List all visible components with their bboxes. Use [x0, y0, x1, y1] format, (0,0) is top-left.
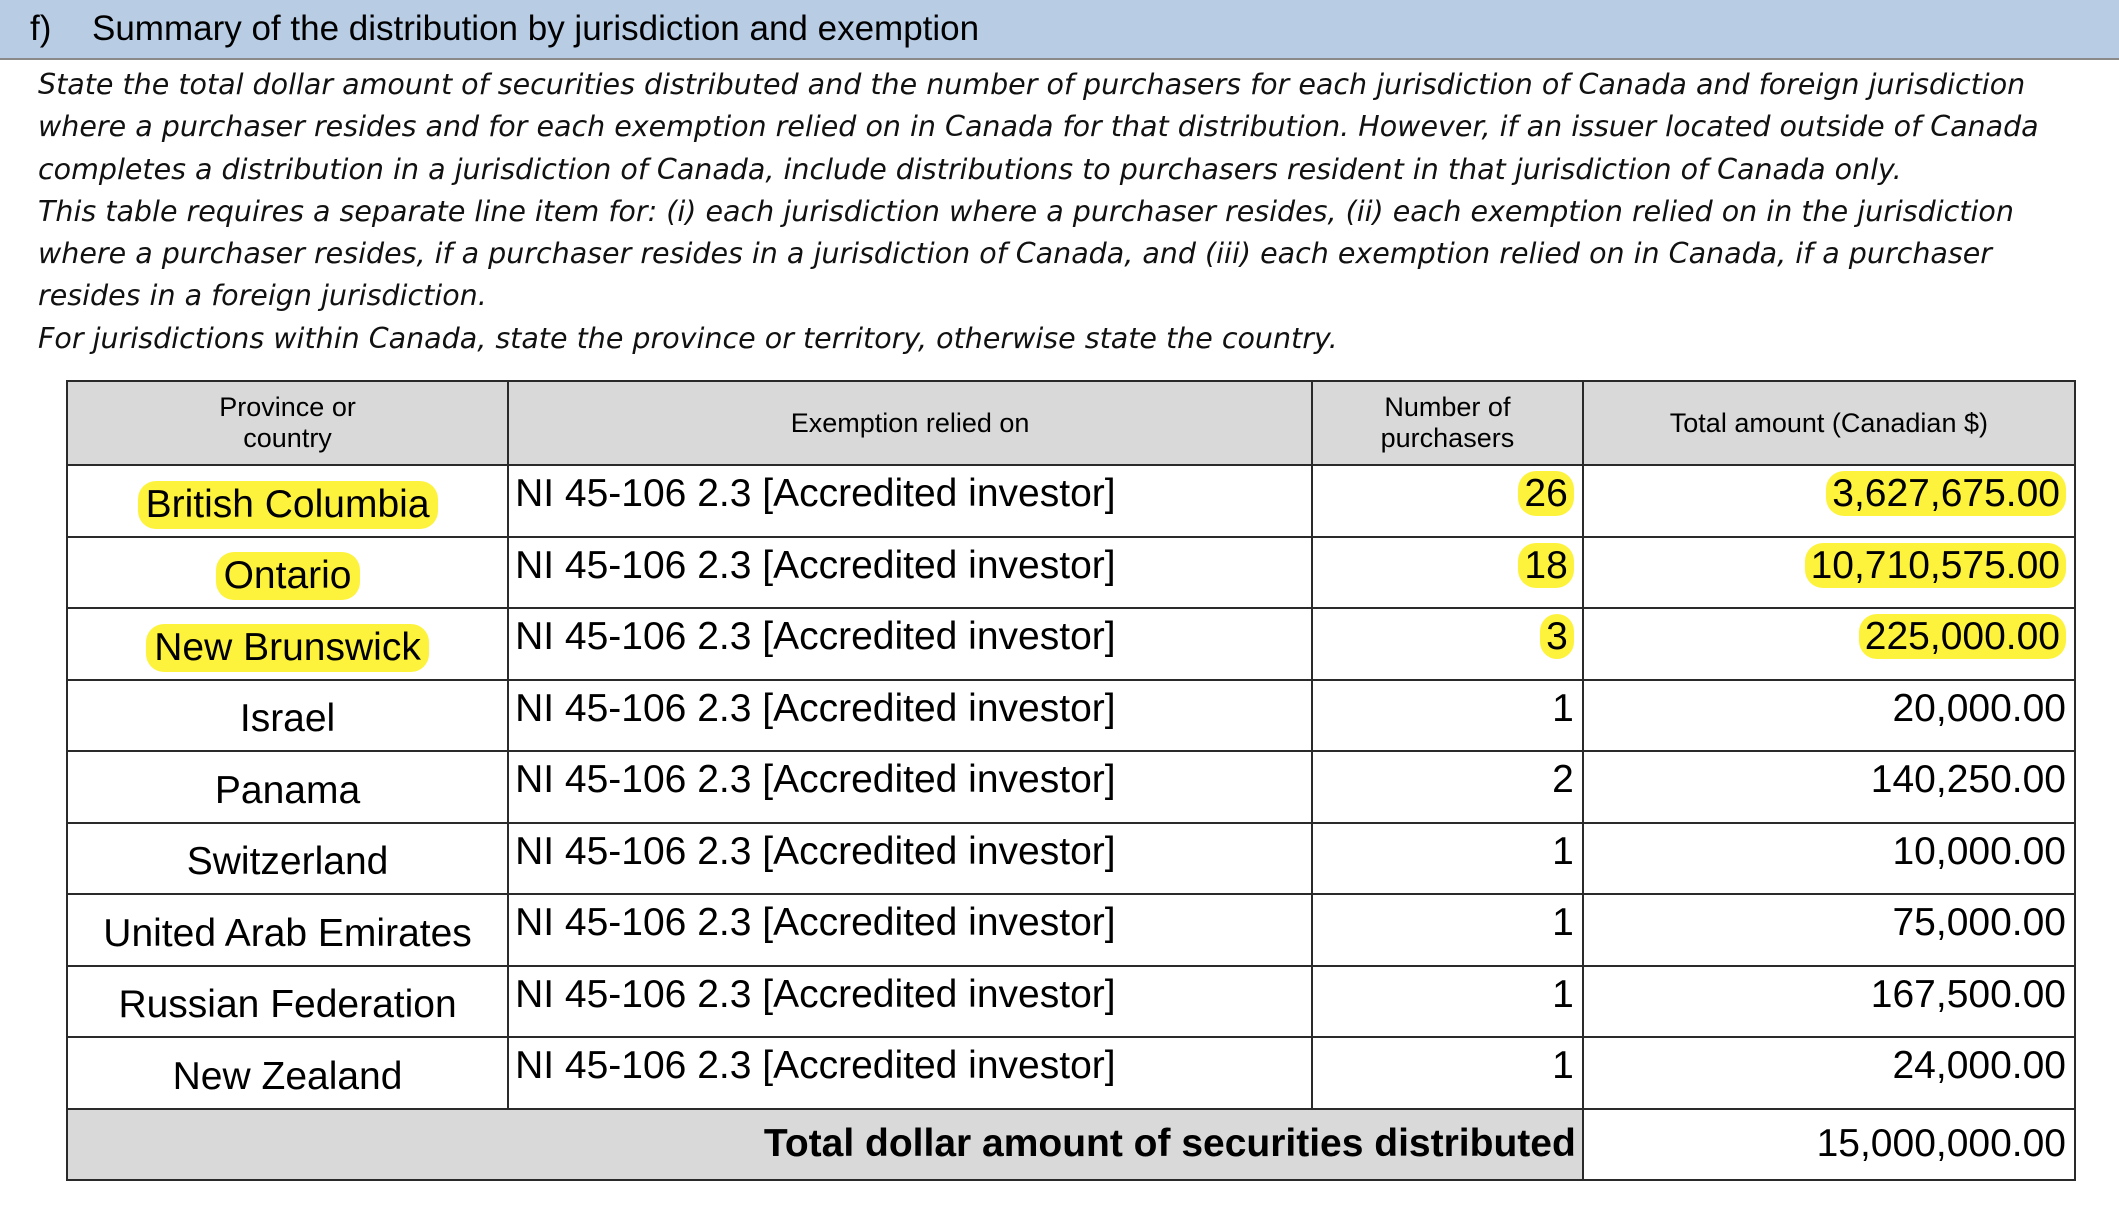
instruction-paragraph: For jurisdictions within Canada, state t… [38, 321, 1338, 355]
cell-amount: 167,500.00 [1581, 964, 2077, 1038]
cell-province: Panama [65, 750, 510, 824]
purchasers-text: 26 [1518, 471, 1574, 516]
purchasers-text: 1 [1552, 1044, 1574, 1087]
province-text: Ontario [215, 552, 360, 601]
cell-purchasers: 1 [1311, 964, 1584, 1038]
table-row: Ontario NI 45-106 2.3 [Accredited investo… [65, 535, 2077, 609]
province-text: Switzerland [186, 840, 389, 884]
cell-exemption: NI 45-106 2.3 [Accredited investor] [507, 893, 1314, 967]
purchasers-text: 1 [1552, 972, 1574, 1016]
cell-purchasers: 3 [1311, 607, 1584, 681]
cell-amount: 10,000.00 [1581, 821, 2077, 895]
cell-purchasers: 1 [1311, 821, 1584, 895]
cell-province: Ontario [65, 535, 510, 609]
amount-text: 140,250.00 [1870, 758, 2066, 801]
cell-amount: 75,000.00 [1581, 893, 2077, 967]
table-row: Panama NI 45-106 2.3 [Accredited investor… [65, 750, 2077, 824]
purchasers-text: 1 [1552, 829, 1574, 873]
table-row: British Columbia NI 45-106 2.3 [Accredite… [65, 464, 2077, 538]
section-header: f) Summary of the distribution by jurisd… [0, 0, 2119, 60]
total-value: 15,000,000.00 [1581, 1107, 2077, 1181]
cell-province: Israel [65, 678, 510, 752]
cell-province: British Columbia [65, 464, 510, 538]
purchasers-text: 3 [1540, 614, 1574, 659]
column-header-amount: Total amount (Canadian $) [1581, 380, 2077, 466]
province-text: British Columbia [137, 480, 438, 529]
cell-exemption: NI 45-106 2.3 [Accredited investor] [507, 535, 1314, 609]
purchasers-text: 1 [1552, 901, 1574, 944]
table-row: Israel NI 45-106 2.3 [Accredited investor… [65, 678, 2077, 752]
amount-text: 225,000.00 [1858, 614, 2066, 659]
province-text: Panama [214, 768, 361, 812]
cell-exemption: NI 45-106 2.3 [Accredited investor] [507, 750, 1314, 824]
table-row: Switzerland NI 45-106 2.3 [Accredited inv… [65, 821, 2077, 895]
cell-purchasers: 2 [1311, 750, 1584, 824]
cell-purchasers: 18 [1311, 535, 1584, 609]
province-text: New Brunswick [146, 623, 429, 672]
cell-exemption: NI 45-106 2.3 [Accredited investor] [507, 678, 1314, 752]
distribution-table: Province or country Exemption relied on … [65, 380, 2077, 1181]
table-row: United Arab Emirates NI 45-106 2.3 [Accre… [65, 893, 2077, 967]
cell-exemption: NI 45-106 2.3 [Accredited investor] [507, 1036, 1314, 1110]
cell-exemption: NI 45-106 2.3 [Accredited investor] [507, 607, 1314, 681]
amount-text: 3,627,675.00 [1826, 471, 2066, 516]
section-title: Summary of the distribution by jurisdict… [92, 9, 980, 48]
section-letter: f) [30, 9, 52, 48]
table-row: New Brunswick NI 45-106 2.3 [Accredited i… [65, 607, 2077, 681]
cell-province: New Brunswick [65, 607, 510, 681]
cell-purchasers: 1 [1311, 678, 1584, 752]
table-header-row: Province or country Exemption relied on … [65, 380, 2077, 466]
cell-amount: 3,627,675.00 [1581, 464, 2077, 538]
table-body: British Columbia NI 45-106 2.3 [Accredite… [65, 464, 2077, 1181]
amount-text: 167,500.00 [1870, 972, 2066, 1016]
cell-province: Switzerland [65, 821, 510, 895]
amount-text: 10,710,575.00 [1804, 542, 2066, 588]
cell-purchasers: 1 [1311, 893, 1584, 967]
column-header-province: Province or country [65, 380, 510, 466]
cell-purchasers: 1 [1311, 1036, 1584, 1110]
column-header-exemption-label: Exemption relied on [790, 407, 1030, 438]
cell-exemption: NI 45-106 2.3 [Accredited investor] [507, 964, 1314, 1038]
table-row: Russian Federation NI 45-106 2.3 [Accredi… [65, 964, 2077, 1038]
column-header-purchasers: Number of purchasers [1311, 380, 1584, 466]
province-text: Israel [239, 697, 336, 741]
cell-purchasers: 26 [1311, 464, 1584, 538]
province-text: New Zealand [172, 1054, 403, 1098]
cell-amount: 10,710,575.00 [1581, 535, 2077, 609]
total-row: Total dollar amount of securities distri… [66, 1107, 2077, 1181]
column-header-exemption: Exemption relied on [507, 380, 1314, 466]
purchasers-text: 18 [1518, 542, 1574, 588]
instruction-paragraph: State the total dollar amount of securit… [38, 68, 2039, 186]
column-header-amount-label: Total amount (Canadian $) [1669, 407, 1988, 438]
cell-province: United Arab Emirates [65, 893, 510, 967]
amount-text: 20,000.00 [1892, 686, 2066, 730]
purchasers-text: 1 [1552, 686, 1574, 730]
province-text: United Arab Emirates [103, 911, 472, 955]
amount-text: 10,000.00 [1892, 829, 2066, 873]
cell-amount: 225,000.00 [1581, 607, 2077, 681]
cell-exemption: NI 45-106 2.3 [Accredited investor] [507, 464, 1314, 538]
column-header-province-label: Province or country [219, 392, 356, 453]
cell-amount: 140,250.00 [1581, 750, 2077, 824]
cell-amount: 24,000.00 [1581, 1036, 2077, 1110]
instruction-paragraph: This table requires a separate line item… [38, 194, 2014, 313]
cell-amount: 20,000.00 [1581, 678, 2077, 752]
amount-text: 24,000.00 [1892, 1044, 2066, 1087]
amount-text: 75,000.00 [1892, 901, 2066, 944]
table-row: New Zealand NI 45-106 2.3 [Accredited inv… [65, 1036, 2077, 1110]
cell-province: Russian Federation [65, 964, 510, 1038]
total-label: Total dollar amount of securities distri… [66, 1107, 1584, 1181]
province-text: Russian Federation [118, 983, 457, 1027]
cell-exemption: NI 45-106 2.3 [Accredited investor] [507, 821, 1314, 895]
column-header-purchasers-label: Number of purchasers [1380, 392, 1515, 453]
purchasers-text: 2 [1552, 758, 1574, 801]
cell-province: New Zealand [65, 1036, 510, 1110]
instructions: State the total dollar amount of securit… [38, 64, 2098, 360]
